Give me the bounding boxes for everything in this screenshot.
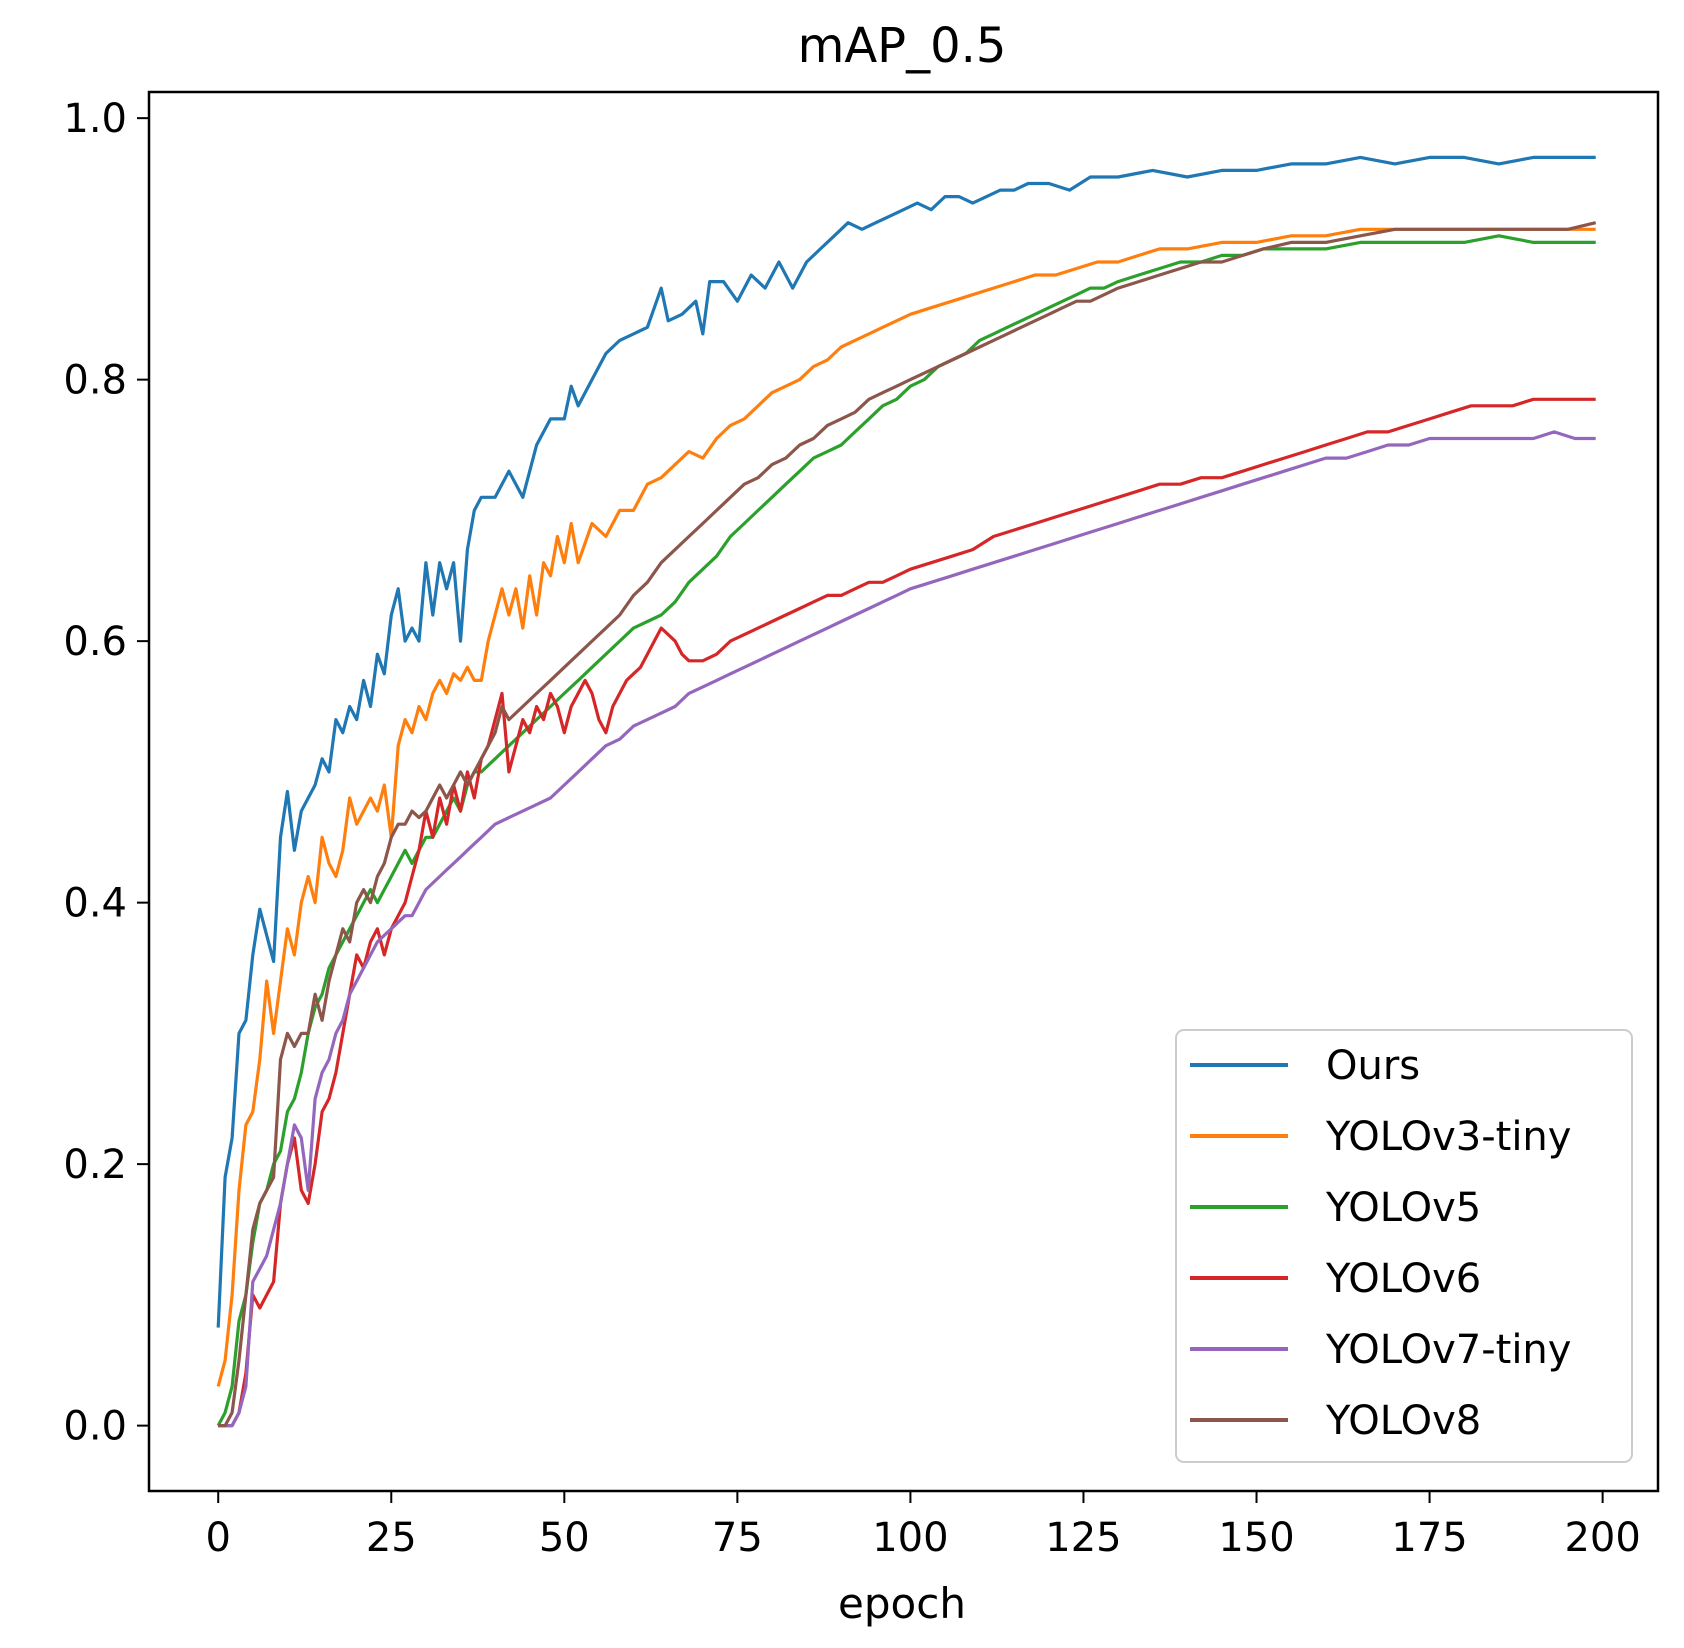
series-line-3: [218, 397, 1596, 1428]
legend-label: YOLOv8: [1325, 1398, 1481, 1444]
x-tick-label: 125: [1045, 1515, 1121, 1561]
legend-label: YOLOv5: [1325, 1185, 1481, 1231]
x-axis: 0 25 50 75 100 125 150 175 200: [205, 1491, 1641, 1561]
plot-frame: [147, 90, 1660, 1493]
series-line-1: [216, 227, 1596, 1387]
x-tick-label: 100: [872, 1515, 948, 1561]
x-tick-label: 200: [1564, 1515, 1640, 1561]
x-tick-label: 150: [1218, 1515, 1294, 1561]
x-tick-label: 175: [1391, 1515, 1467, 1561]
plot-lines: [216, 155, 1597, 1428]
y-tick-label: 1.0: [63, 96, 127, 142]
x-tick-label: 50: [539, 1515, 590, 1561]
chart-title: mAP_0.5: [798, 18, 1007, 74]
y-tick-label: 0.6: [63, 619, 127, 665]
series-line-0: [216, 155, 1596, 1328]
x-tick-label: 25: [366, 1515, 417, 1561]
legend-box: [1175, 1029, 1633, 1463]
legend: Ours YOLOv3-tiny YOLOv5 YOLOv6 YOLOv7-tiny YO…: [1175, 1029, 1633, 1463]
series-line-4: [218, 430, 1596, 1428]
legend-label: Ours: [1326, 1043, 1420, 1089]
series-line-5: [218, 221, 1597, 1428]
legend-label: YOLOv6: [1325, 1256, 1481, 1302]
y-tick-label: 0.8: [63, 358, 127, 404]
y-axis: 0.0 0.2 0.4 0.6 0.8 1.0: [63, 96, 149, 1450]
y-tick-label: 0.2: [63, 1142, 127, 1188]
x-tick-label: 75: [712, 1515, 763, 1561]
legend-label: YOLOv3-tiny: [1325, 1114, 1571, 1160]
legend-label: YOLOv7-tiny: [1325, 1327, 1571, 1373]
x-tick-label: 0: [205, 1515, 230, 1561]
y-tick-label: 0.4: [63, 881, 127, 927]
y-tick-label: 0.0: [63, 1404, 127, 1450]
x-axis-label: epoch: [838, 1579, 966, 1628]
